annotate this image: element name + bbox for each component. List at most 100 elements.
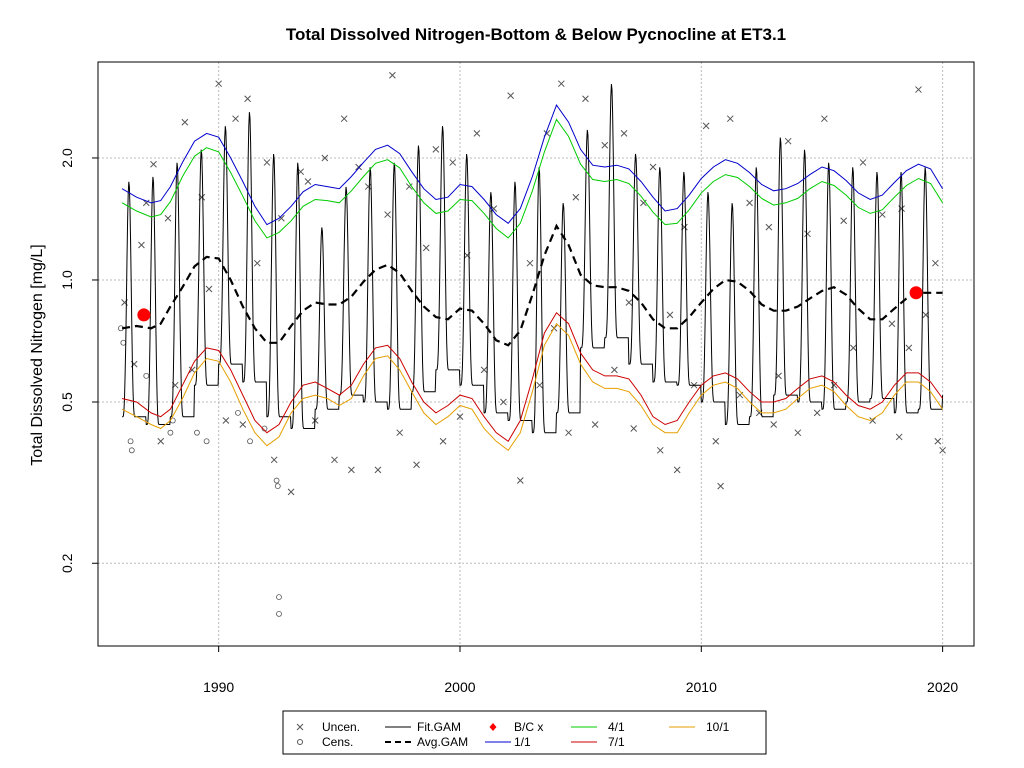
x-axis: 1990 2000 2010 2020: [203, 645, 958, 695]
x-tick-label: 2020: [927, 679, 958, 695]
uncensored-point: [656, 446, 664, 454]
uncensored-point: [263, 159, 271, 166]
uncensored-point: [304, 178, 312, 185]
uncensored-point: [340, 115, 348, 123]
uncensored-point: [934, 437, 942, 445]
series-1-1-line: [121, 104, 944, 226]
uncensored-point: [164, 214, 172, 222]
uncensored-point: [480, 366, 488, 374]
uncensored-point: [157, 437, 165, 445]
legend-label-fit: Fit.GAM: [417, 720, 461, 734]
uncensored-point: [582, 95, 589, 103]
legend-label-uncen: Uncen.: [322, 720, 360, 734]
uncensored-point: [591, 421, 599, 428]
uncensored-point: [270, 456, 278, 464]
legend-label-s101: 10/1: [706, 720, 730, 734]
y-axis: 0.2 0.5 1.0 2.0: [59, 148, 99, 573]
legend-box: [282, 710, 767, 755]
uncensored-point: [640, 199, 647, 207]
legend-label-avg: Avg.GAM: [417, 735, 468, 749]
uncensored-point: [726, 115, 734, 123]
censored-point: [273, 477, 280, 484]
uncensored-point: [620, 130, 628, 137]
uncensored-point: [222, 417, 230, 424]
uncensored-point: [625, 299, 633, 306]
uncensored-point: [888, 320, 896, 328]
y-tick-label: 1.0: [59, 270, 75, 290]
uncensored-point: [188, 366, 196, 374]
uncensored-point: [813, 409, 821, 417]
uncensored-point: [348, 466, 355, 474]
uncensored-point: [526, 259, 534, 267]
uncensored-point: [244, 95, 251, 103]
uncensored-point: [449, 159, 457, 166]
censored-point: [247, 438, 253, 445]
uncensored-point: [384, 211, 391, 218]
legend-label-s71: 7/1: [608, 735, 625, 749]
uncensored-point: [473, 130, 481, 137]
uncensored-point: [915, 86, 922, 93]
legend-label-s11: 1/1: [514, 735, 531, 749]
uncensored-point: [611, 366, 618, 374]
y-tick-label: 0.2: [59, 553, 75, 573]
uncensored-point: [413, 461, 420, 469]
censored-point: [274, 483, 281, 490]
uncensored-point: [432, 146, 440, 153]
uncensored-point: [702, 122, 710, 130]
uncensored-point: [878, 211, 886, 218]
uncensored-point: [859, 159, 867, 166]
legend-label-s41: 4/1: [608, 720, 625, 734]
legend-label-cens: Cens.: [322, 735, 353, 749]
uncensored-point: [794, 429, 802, 437]
uncensored-point: [239, 421, 247, 428]
bc-point: [137, 308, 151, 322]
censored-point: [235, 409, 241, 416]
uncensored-point: [869, 417, 876, 424]
chart-title: Total Dissolved Nitrogen-Bottom & Below …: [286, 25, 786, 44]
censored-point: [127, 438, 134, 445]
uncensored-point: [673, 466, 681, 474]
uncensored-point: [717, 482, 724, 490]
censored-point: [120, 339, 127, 346]
uncensored-point: [932, 259, 939, 267]
censored-point: [203, 438, 210, 445]
uncensored-point: [331, 456, 338, 464]
uncensored-point: [405, 183, 413, 190]
uncensored-point: [321, 154, 329, 162]
uncensored-point: [150, 160, 157, 168]
uncensored-point: [565, 429, 572, 437]
censored-point: [261, 425, 268, 432]
y-tick-label: 0.5: [59, 392, 75, 412]
uncensored-point: [905, 344, 913, 352]
y-tick-label: 2.0: [59, 148, 75, 168]
bc-point: [909, 286, 923, 300]
uncensored-point: [142, 199, 150, 207]
series-layer: [118, 71, 946, 617]
legend-symbol-bc: [489, 723, 497, 731]
uncensored-point: [649, 163, 657, 171]
uncensored-point: [712, 437, 720, 445]
uncensored-point: [516, 477, 524, 484]
series-10-1-line: [121, 322, 944, 452]
uncensored-point: [500, 398, 507, 406]
series-4-1-line: [121, 118, 944, 239]
uncensored-point: [215, 80, 223, 88]
uncensored-point: [536, 381, 543, 389]
grid: [98, 62, 974, 646]
y-axis-label: Total Dissolved Nitrogen [mg/L]: [29, 244, 46, 465]
x-tick-label: 2000: [444, 679, 475, 695]
uncensored-point: [364, 183, 372, 190]
uncensored-point: [181, 118, 189, 126]
censored-point: [128, 447, 135, 454]
uncensored-point: [804, 230, 811, 238]
uncensored-point: [389, 71, 396, 79]
uncensored-point: [374, 466, 382, 474]
censored-point: [276, 594, 282, 601]
uncensored-point: [253, 259, 261, 267]
x-tick-label: 2010: [686, 679, 717, 695]
uncensored-point: [784, 137, 792, 145]
uncensored-point: [507, 92, 515, 99]
uncensored-point: [770, 421, 778, 428]
